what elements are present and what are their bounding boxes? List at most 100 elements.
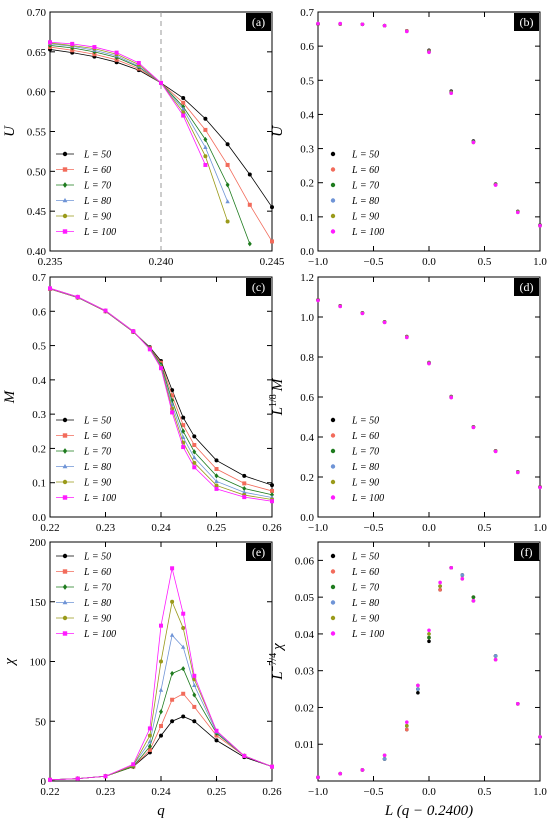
series-line	[49, 634, 273, 781]
y-tick-label: 0.40	[27, 246, 47, 258]
marker	[103, 308, 108, 313]
legend-marker	[330, 198, 336, 203]
y-tick-label: 0	[41, 776, 47, 788]
marker	[147, 743, 152, 749]
legend-marker	[62, 213, 68, 219]
y-axis-label: U	[2, 125, 18, 137]
y-tick-label: 0.5	[32, 341, 46, 353]
legend-marker	[62, 417, 68, 423]
marker	[225, 182, 230, 188]
panel: 0.22 0.23 0.24 0.25 0.26 0 50 100 150 200 χ q (e) L =…	[2, 537, 282, 819]
marker	[247, 241, 252, 247]
marker	[316, 298, 320, 303]
panel: −1.0 −0.5 0.0 0.5 1.0 0.01 0.02 0.03 0.04 0.05 0.0…	[268, 541, 547, 819]
y-tick-label: 0.50	[27, 166, 47, 178]
marker	[493, 183, 498, 187]
marker	[181, 100, 186, 105]
panel-label-box	[246, 13, 271, 31]
marker	[538, 223, 542, 228]
legend-marker	[62, 448, 68, 454]
marker	[214, 478, 219, 483]
y-tick-label: 0.04	[295, 629, 315, 641]
legend-marker	[62, 615, 68, 621]
marker	[170, 397, 175, 404]
marker	[449, 395, 454, 400]
x-tick-label: 0.5	[478, 256, 492, 268]
marker	[382, 23, 387, 28]
panel-label: (b)	[520, 15, 534, 29]
marker	[147, 347, 152, 352]
legend-marker	[62, 584, 68, 590]
marker	[214, 473, 219, 479]
marker	[427, 632, 431, 636]
marker	[471, 599, 476, 603]
panel-label: (a)	[252, 15, 265, 29]
marker	[516, 701, 520, 706]
marker	[158, 687, 164, 692]
legend-marker	[330, 182, 336, 188]
y-tick-label: 0.6	[32, 306, 46, 318]
marker	[382, 320, 387, 325]
x-tick-label: 0.25	[207, 522, 227, 534]
x-tick-label: 0.24	[151, 522, 171, 534]
y-tick-label: 0.06	[295, 555, 315, 567]
legend-label: L = 50	[83, 150, 111, 161]
x-tick-label: 0.22	[40, 786, 59, 798]
panel-label: (c)	[252, 280, 265, 294]
panel: −1.0 −0.5 0.0 0.5 1.0 0.0 0.2 0.4 0.6 0.8 1.0 1.2 L1…	[268, 272, 547, 534]
y-axis-label: M	[2, 389, 18, 404]
x-tick-label: −0.5	[364, 256, 384, 268]
legend-marker	[330, 433, 336, 438]
marker	[405, 727, 409, 732]
legend-marker	[330, 151, 336, 157]
legend-marker	[330, 569, 336, 574]
marker	[192, 683, 197, 687]
marker	[225, 199, 230, 204]
marker	[427, 628, 431, 633]
marker	[225, 219, 230, 224]
y-tick-label: 200	[30, 537, 47, 549]
marker	[214, 486, 219, 491]
series-line	[49, 568, 273, 781]
marker	[192, 455, 197, 460]
marker	[460, 573, 465, 577]
legend-marker	[62, 197, 68, 203]
marker	[48, 286, 52, 291]
marker	[181, 415, 186, 420]
marker	[471, 425, 476, 430]
marker	[181, 714, 186, 719]
marker	[192, 460, 197, 465]
legend-marker	[330, 495, 336, 500]
y-axis-label: U	[270, 125, 286, 137]
marker	[416, 687, 420, 691]
marker	[438, 588, 442, 592]
legend-label: L = 100	[351, 629, 384, 640]
legend-marker	[62, 495, 68, 500]
marker	[159, 80, 163, 85]
marker	[159, 623, 163, 628]
marker	[48, 777, 52, 782]
legend-label: L = 80	[351, 598, 379, 609]
marker	[493, 657, 498, 662]
x-axis-label: L (q − 0.2400)	[384, 803, 473, 819]
marker	[360, 768, 365, 772]
legend-label: L = 80	[351, 462, 379, 473]
marker	[270, 764, 274, 769]
legend-label: L = 70	[83, 181, 111, 192]
y-tick-label: 0.45	[27, 206, 47, 218]
legend-marker	[62, 479, 68, 485]
x-tick-label: 1.0	[533, 522, 547, 534]
y-tick-label: 0.1	[300, 212, 314, 224]
marker	[416, 683, 420, 688]
marker	[170, 670, 175, 677]
marker	[131, 329, 136, 334]
legend-label: L = 60	[351, 165, 379, 176]
marker	[242, 473, 247, 478]
marker	[316, 21, 320, 26]
x-tick-label: 0.5	[478, 786, 492, 798]
marker	[405, 720, 409, 724]
marker	[147, 726, 152, 731]
marker	[538, 735, 542, 739]
marker	[225, 142, 230, 147]
